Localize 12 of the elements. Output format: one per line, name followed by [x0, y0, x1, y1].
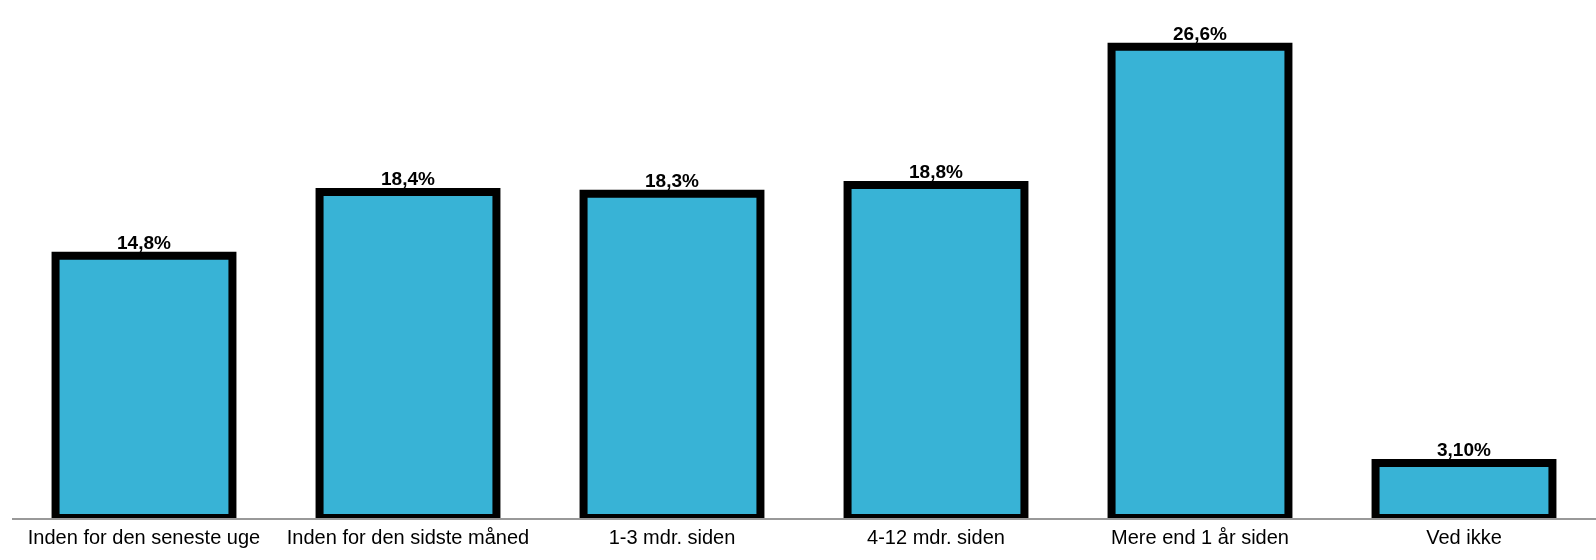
data-label: 18,3% — [645, 169, 699, 191]
data-label: 18,4% — [381, 168, 435, 190]
data-label: 3,10% — [1437, 439, 1491, 461]
x-tick-label: 4-12 mdr. siden — [867, 525, 1005, 548]
data-label: 14,8% — [117, 231, 171, 253]
x-tick-label: Ved ikke — [1426, 525, 1502, 548]
x-tick-label: Inden for den sidste måned — [286, 525, 530, 548]
x-tick-label: Mere end 1 år siden — [1111, 525, 1289, 548]
x-tick-label: 1-3 mdr. siden — [608, 525, 736, 548]
data-label: 18,8% — [909, 160, 963, 182]
data-label: 26,6% — [1173, 22, 1227, 44]
x-tick-label: Inden for den seneste uge — [27, 525, 261, 548]
